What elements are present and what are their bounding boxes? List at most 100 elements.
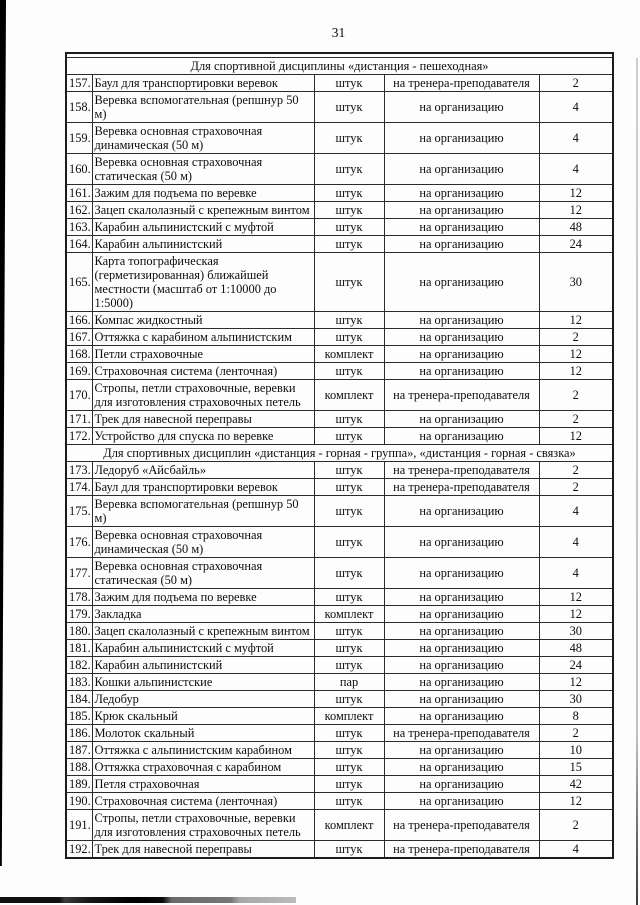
quantity-cell: 12 — [538, 605, 614, 623]
row-number-cell: 170. — [65, 379, 93, 411]
quantity-cell: 4 — [538, 840, 614, 859]
quantity-cell: 30 — [538, 252, 614, 312]
allocation-cell: на организацию — [383, 91, 540, 123]
item-name-cell: Ледоруб «Айсбайль» — [91, 461, 315, 479]
allocation-cell: на тренера-преподавателя — [383, 840, 540, 859]
unit-cell: штук — [313, 410, 385, 428]
unit-cell: штук — [313, 840, 385, 859]
item-name-cell: Веревка основная страховочная статическа… — [91, 153, 315, 185]
item-name-cell: Веревка основная страховочная динамическ… — [91, 122, 315, 154]
row-number-cell: 191. — [65, 809, 93, 841]
unit-cell: штук — [313, 656, 385, 674]
table-row: 172. Устройство для спуска по веревке штук… — [65, 427, 614, 445]
unit-cell: штук — [313, 622, 385, 640]
item-name-cell: Карабин альпинистский с муфтой — [91, 218, 315, 236]
unit-cell: пар — [313, 673, 385, 691]
table-row: 175. Веревка вспомогательная (репшнур 50 … — [65, 495, 614, 527]
table-row: 181. Карабин альпинистский с муфтой штук на… — [65, 639, 614, 657]
item-name-cell: Веревка вспомогательная (репшнур 50 м) — [91, 495, 315, 527]
quantity-cell: 12 — [538, 588, 614, 606]
allocation-cell: на организацию — [383, 311, 540, 329]
allocation-cell: на организацию — [383, 153, 540, 185]
allocation-cell: на организацию — [383, 184, 540, 202]
row-number-cell: 167. — [65, 328, 93, 346]
quantity-cell: 2 — [538, 74, 614, 92]
quantity-cell: 4 — [538, 557, 614, 589]
row-number-cell: 157. — [65, 74, 93, 92]
item-name-cell: Оттяжка страховочная с карабином — [91, 758, 315, 776]
row-number-cell: 159. — [65, 122, 93, 154]
unit-cell: штук — [313, 235, 385, 253]
allocation-cell: на организацию — [383, 526, 540, 558]
table-row: 158. Веревка вспомогательная (репшнур 50 … — [65, 91, 614, 123]
item-name-cell: Стропы, петли страховочные, веревки для … — [91, 379, 315, 411]
row-number-cell: 172. — [65, 427, 93, 445]
quantity-cell: 2 — [538, 379, 614, 411]
allocation-cell: на организацию — [383, 410, 540, 428]
allocation-cell: на организацию — [383, 775, 540, 793]
quantity-cell: 4 — [538, 122, 614, 154]
item-name-cell: Баул для транспортировки веревок — [91, 74, 315, 92]
quantity-cell: 4 — [538, 91, 614, 123]
item-name-cell: Оттяжка с альпинистским карабином — [91, 741, 315, 759]
table-row: 187. Оттяжка с альпинистским карабином шту… — [65, 741, 614, 759]
quantity-cell: 12 — [538, 792, 614, 810]
unit-cell: штук — [313, 588, 385, 606]
allocation-cell: на организацию — [383, 622, 540, 640]
allocation-cell: на организацию — [383, 792, 540, 810]
allocation-cell: на организацию — [383, 690, 540, 708]
table-row: 157. Баул для транспортировки веревок штук… — [65, 74, 614, 92]
row-number-cell: 184. — [65, 690, 93, 708]
unit-cell: штук — [313, 328, 385, 346]
allocation-cell: на организацию — [383, 639, 540, 657]
row-number-cell: 168. — [65, 345, 93, 363]
unit-cell: штук — [313, 311, 385, 329]
unit-cell: штук — [313, 184, 385, 202]
equipment-table: Для спортивной дисциплины «дистанция - п… — [65, 52, 615, 859]
row-number-cell: 183. — [65, 673, 93, 691]
item-name-cell: Карта топографическая (герметизированная… — [91, 252, 315, 312]
unit-cell: штук — [313, 91, 385, 123]
unit-cell: штук — [313, 362, 385, 380]
unit-cell: комплект — [313, 605, 385, 623]
item-name-cell: Оттяжка с карабином альпинистским — [91, 328, 315, 346]
row-number-cell: 169. — [65, 362, 93, 380]
item-name-cell: Кошки альпинистские — [91, 673, 315, 691]
allocation-cell: на организацию — [383, 201, 540, 219]
quantity-cell: 48 — [538, 639, 614, 657]
row-number-cell: 177. — [65, 557, 93, 589]
item-name-cell: Веревка основная страховочная динамическ… — [91, 526, 315, 558]
item-name-cell: Стропы, петли страховочные, веревки для … — [91, 809, 315, 841]
unit-cell: штук — [313, 427, 385, 445]
allocation-cell: на тренера-преподавателя — [383, 724, 540, 742]
table-row: 180. Зацеп скалолазный с крепежным винтом… — [65, 622, 614, 640]
row-number-cell: 190. — [65, 792, 93, 810]
item-name-cell: Зацеп скалолазный с крепежным винтом — [91, 201, 315, 219]
item-name-cell: Трек для навесной переправы — [91, 840, 315, 859]
quantity-cell: 4 — [538, 495, 614, 527]
section-header-cell: Для спортивных дисциплин «дистанция - го… — [65, 444, 614, 462]
unit-cell: штук — [313, 461, 385, 479]
table-row: 184. Ледобур штук на организацию 30 — [65, 690, 614, 708]
quantity-cell: 4 — [538, 526, 614, 558]
item-name-cell: Веревка вспомогательная (репшнур 50 м) — [91, 91, 315, 123]
quantity-cell: 12 — [538, 673, 614, 691]
item-name-cell: Зажим для подъема по веревке — [91, 588, 315, 606]
unit-cell: штук — [313, 724, 385, 742]
table-row: 182. Карабин альпинистский штук на организа… — [65, 656, 614, 674]
unit-cell: штук — [313, 201, 385, 219]
quantity-cell: 12 — [538, 427, 614, 445]
table-row: 167. Оттяжка с карабином альпинистским шту… — [65, 328, 614, 346]
item-name-cell: Баул для транспортировки веревок — [91, 478, 315, 496]
row-number-cell: 164. — [65, 235, 93, 253]
table-row: 189. Петля страховочная штук на организацию… — [65, 775, 614, 793]
quantity-cell: 12 — [538, 345, 614, 363]
row-number-cell: 181. — [65, 639, 93, 657]
allocation-cell: на тренера-преподавателя — [383, 809, 540, 841]
scan-artifact-left-bar — [0, 0, 6, 866]
unit-cell: комплект — [313, 809, 385, 841]
table-row: 177. Веревка основная страховочная статич… — [65, 557, 614, 589]
allocation-cell: на организацию — [383, 345, 540, 363]
section-header-cell: Для спортивной дисциплины «дистанция - п… — [65, 57, 614, 75]
